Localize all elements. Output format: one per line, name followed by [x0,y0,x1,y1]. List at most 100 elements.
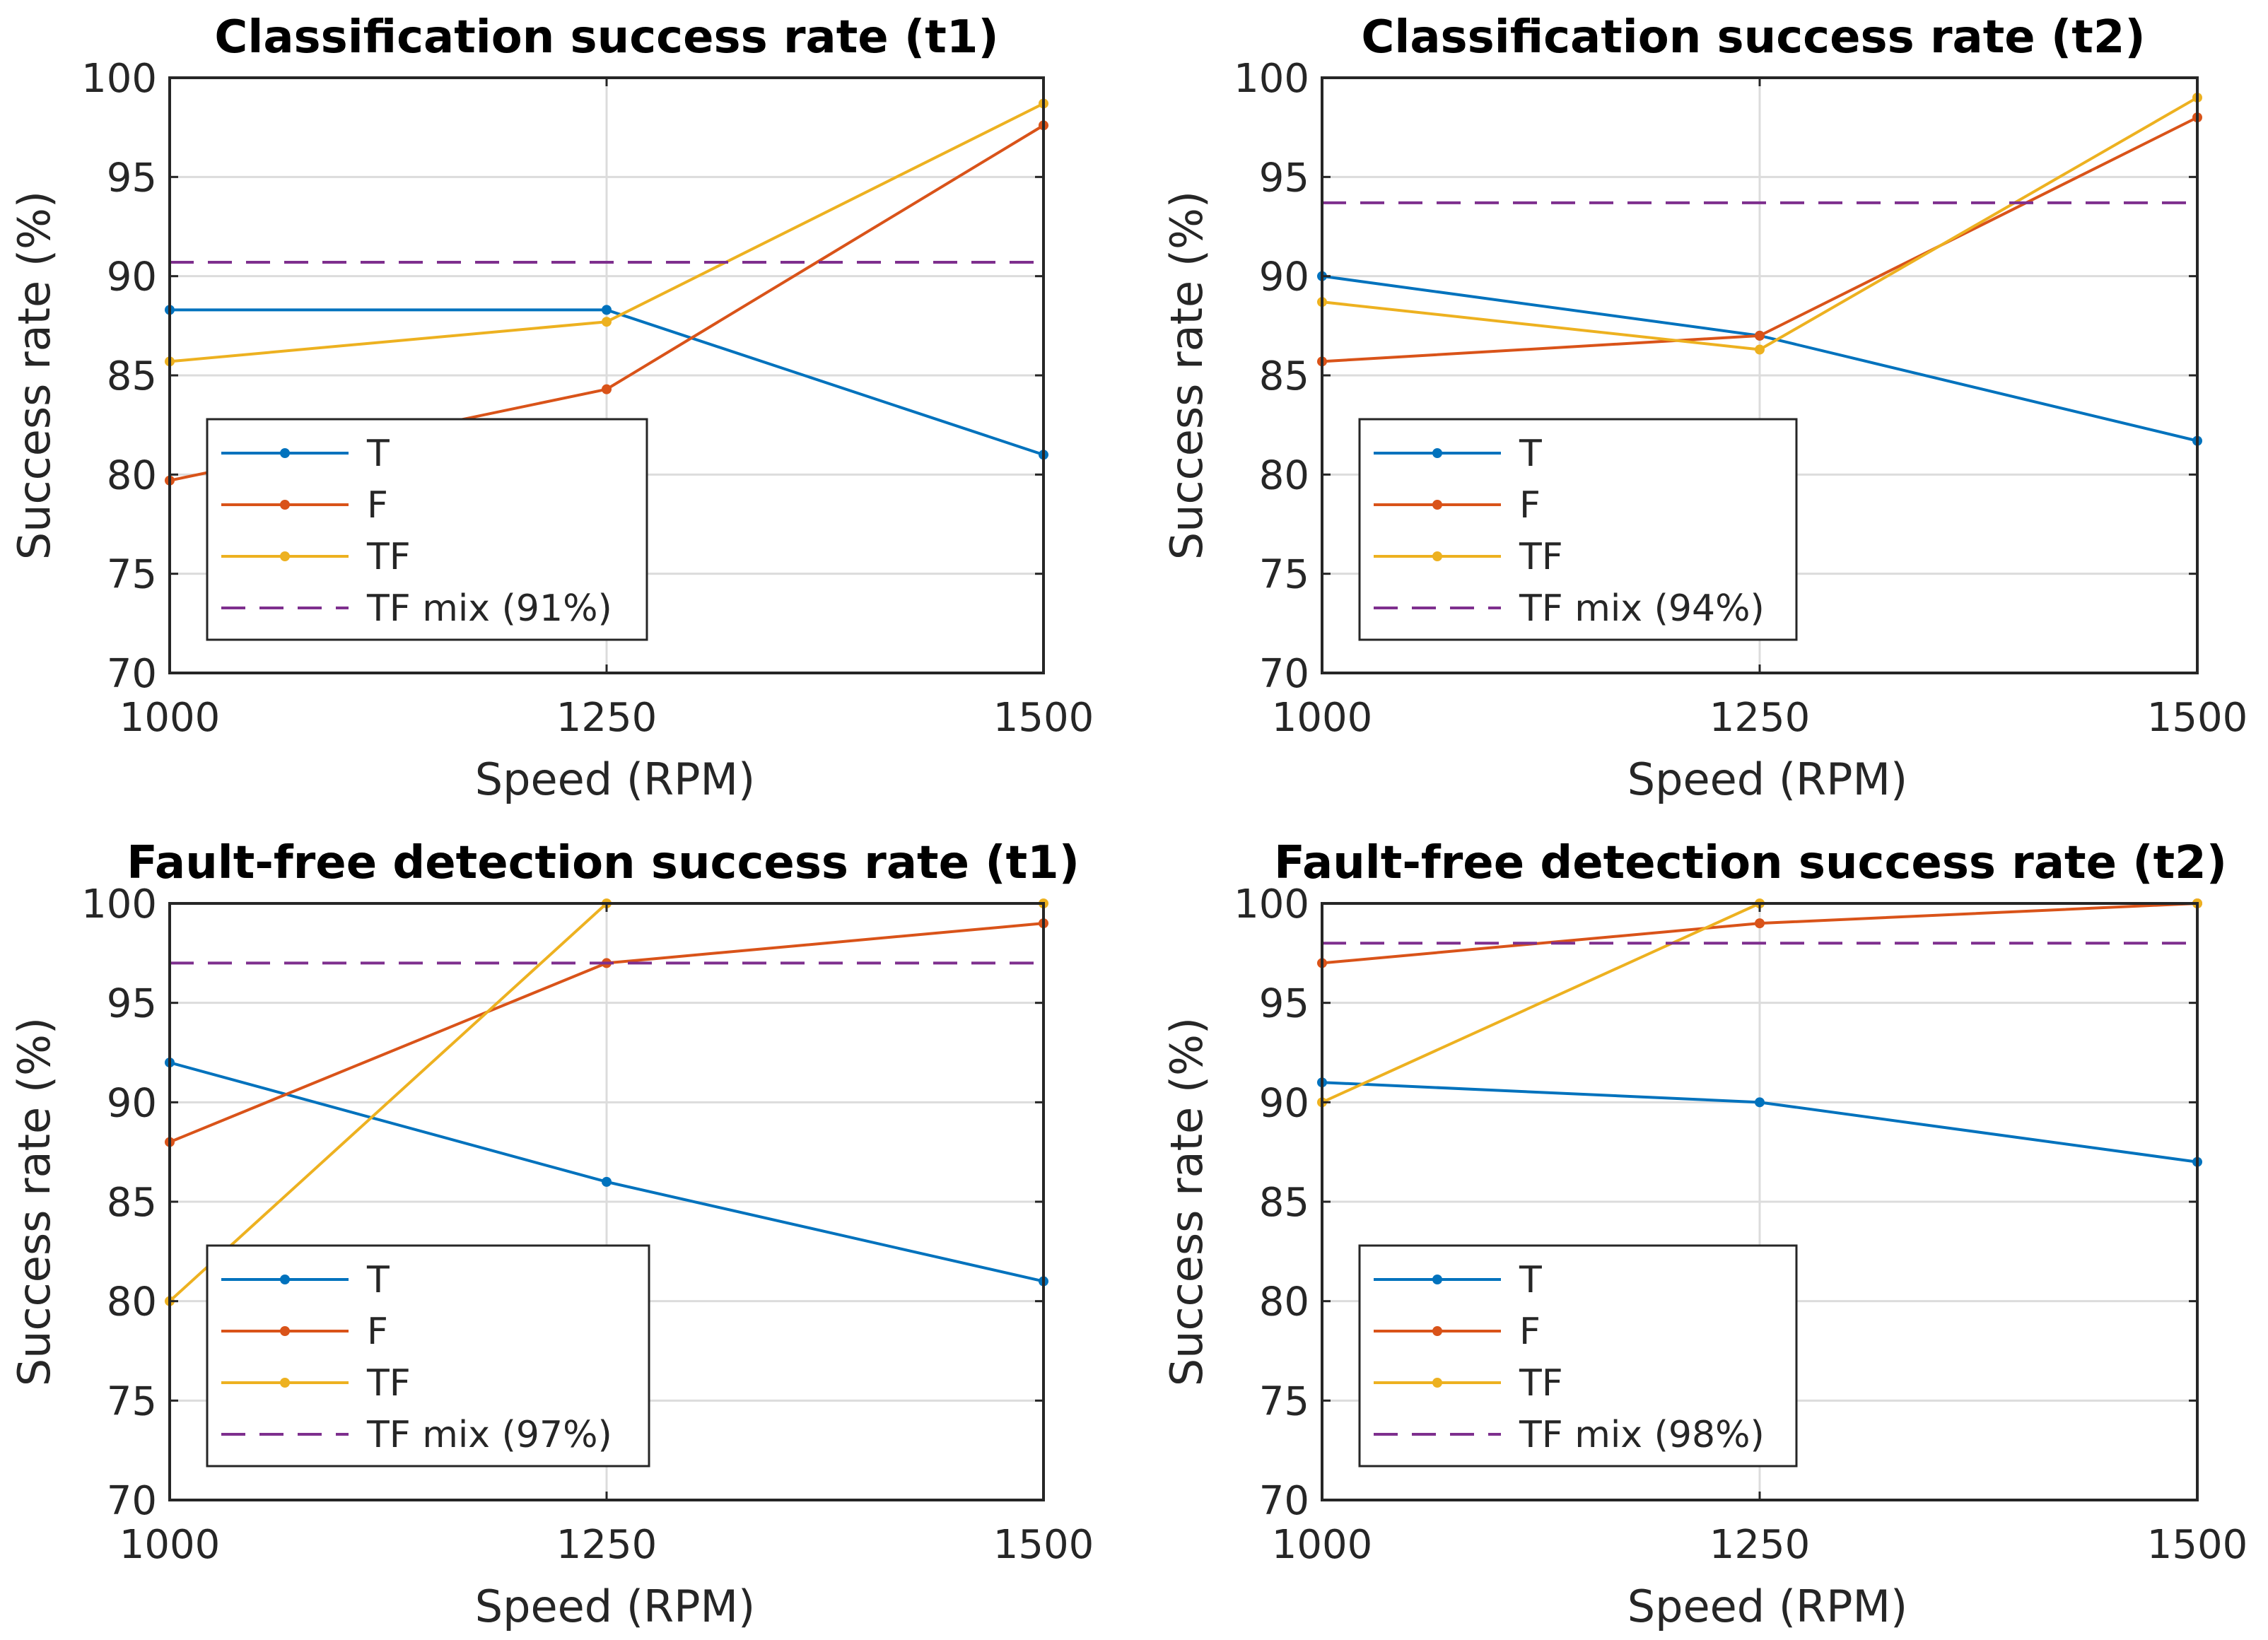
y-tick-label: 95 [1259,981,1309,1027]
y-tick-label: 90 [1259,254,1309,300]
legend-marker-t [1432,1275,1442,1284]
y-tick-label: 75 [107,552,157,598]
y-tick-label: 90 [107,254,157,300]
legend-marker-tf [280,1378,290,1388]
y-tick-label: 100 [81,882,157,927]
y-tick-label: 95 [107,981,157,1027]
y-axis-label: Success rate (%) [1161,1017,1212,1386]
data-point-t [602,1176,612,1187]
y-axis-label: Success rate (%) [8,191,60,560]
legend-marker-f [280,500,290,510]
y-tick-label: 85 [1259,353,1309,399]
chart-title: Classification success rate (t1) [214,11,998,64]
legend-marker-f [1432,1326,1442,1336]
legend: TF TF TF mix (97%) [206,1244,650,1468]
legend-marker-t [1432,448,1442,458]
legend-label-tf-mix: TF mix (94%) [1519,587,1765,630]
x-tick-label: 1500 [993,695,1094,741]
y-tick-label: 85 [1259,1180,1309,1226]
legend-label-tf-mix: TF mix (97%) [366,1414,612,1456]
x-tick-label: 1250 [1709,695,1811,741]
data-point-t [1755,1097,1765,1108]
legend-label-t: T [366,433,390,475]
chart-title: Classification success rate (t2) [1361,11,2145,64]
legend-marker-f [280,1326,290,1336]
x-axis-label: Speed (RPM) [1627,754,1907,805]
y-tick-label: 100 [1234,882,1309,927]
legend-label-tf: TF [366,1362,411,1405]
legend-box [206,418,648,641]
legend-marker-tf [280,551,290,561]
legend-label-f: F [367,484,388,527]
x-tick-label: 1250 [1709,1522,1811,1568]
y-tick-label: 75 [1259,1378,1309,1424]
y-tick-label: 95 [1259,155,1309,201]
chart-title: Fault-free detection success rate (t1) [127,837,1080,889]
legend-label-t: T [1519,433,1542,475]
y-tick-label: 80 [107,1279,157,1325]
x-tick-label: 1250 [556,1522,657,1568]
legend: TF TF TF mix (98%) [1358,1244,1798,1468]
legend-label-f: F [367,1311,388,1353]
data-point-tf [1755,344,1765,355]
legend-label-f: F [1519,1311,1541,1353]
y-tick-label: 70 [1259,651,1309,697]
legend-label-f: F [1519,484,1541,527]
x-axis-label: Speed (RPM) [475,1581,755,1632]
data-point-t [602,305,612,315]
y-tick-label: 70 [1259,1478,1309,1524]
legend-box [206,1244,650,1468]
chart-title: Fault-free detection success rate (t2) [1274,837,2227,889]
data-point-f [602,384,612,394]
legend-label-t: T [1519,1259,1542,1301]
y-axis-label: Success rate (%) [8,1017,60,1386]
x-tick-label: 1500 [2147,1522,2248,1568]
y-tick-label: 80 [107,452,157,498]
y-tick-label: 85 [107,1180,157,1226]
legend-box [1358,1244,1798,1468]
y-tick-label: 95 [107,155,157,201]
y-tick-label: 80 [1259,1279,1309,1325]
y-tick-label: 75 [1259,552,1309,598]
x-axis-label: Speed (RPM) [475,754,755,805]
legend: TF TF TF mix (91%) [206,418,648,641]
y-tick-label: 100 [81,56,157,102]
y-tick-label: 70 [107,651,157,697]
x-tick-label: 1000 [1272,695,1373,741]
data-point-tf [602,317,612,327]
legend-label-tf-mix: TF mix (91%) [366,587,612,630]
legend-label-tf: TF [1519,1362,1563,1405]
legend-marker-tf [1432,1378,1442,1388]
y-tick-label: 75 [107,1378,157,1424]
legend-marker-tf [1432,551,1442,561]
x-tick-label: 1000 [119,695,221,741]
y-tick-label: 100 [1234,56,1309,102]
legend-label-tf: TF [1519,536,1563,578]
legend-marker-t [280,1275,290,1284]
y-tick-label: 70 [107,1478,157,1524]
x-tick-label: 1000 [119,1522,221,1568]
legend-box [1358,418,1798,641]
legend-marker-t [280,448,290,458]
legend-label-tf: TF [366,536,411,578]
x-tick-label: 1500 [2147,695,2248,741]
y-tick-label: 90 [1259,1080,1309,1126]
data-point-f [1755,330,1765,341]
legend: TF TF TF mix (94%) [1358,418,1798,641]
x-axis-label: Speed (RPM) [1627,1581,1907,1632]
x-tick-label: 1500 [993,1522,1094,1568]
legend-label-tf-mix: TF mix (98%) [1519,1414,1765,1456]
y-tick-label: 85 [107,353,157,399]
y-axis-label: Success rate (%) [1161,191,1212,560]
x-tick-label: 1250 [556,695,657,741]
legend-label-t: T [366,1259,390,1301]
y-tick-label: 80 [1259,452,1309,498]
data-point-f [1755,918,1765,929]
x-tick-label: 1000 [1272,1522,1373,1568]
y-tick-label: 90 [107,1080,157,1126]
